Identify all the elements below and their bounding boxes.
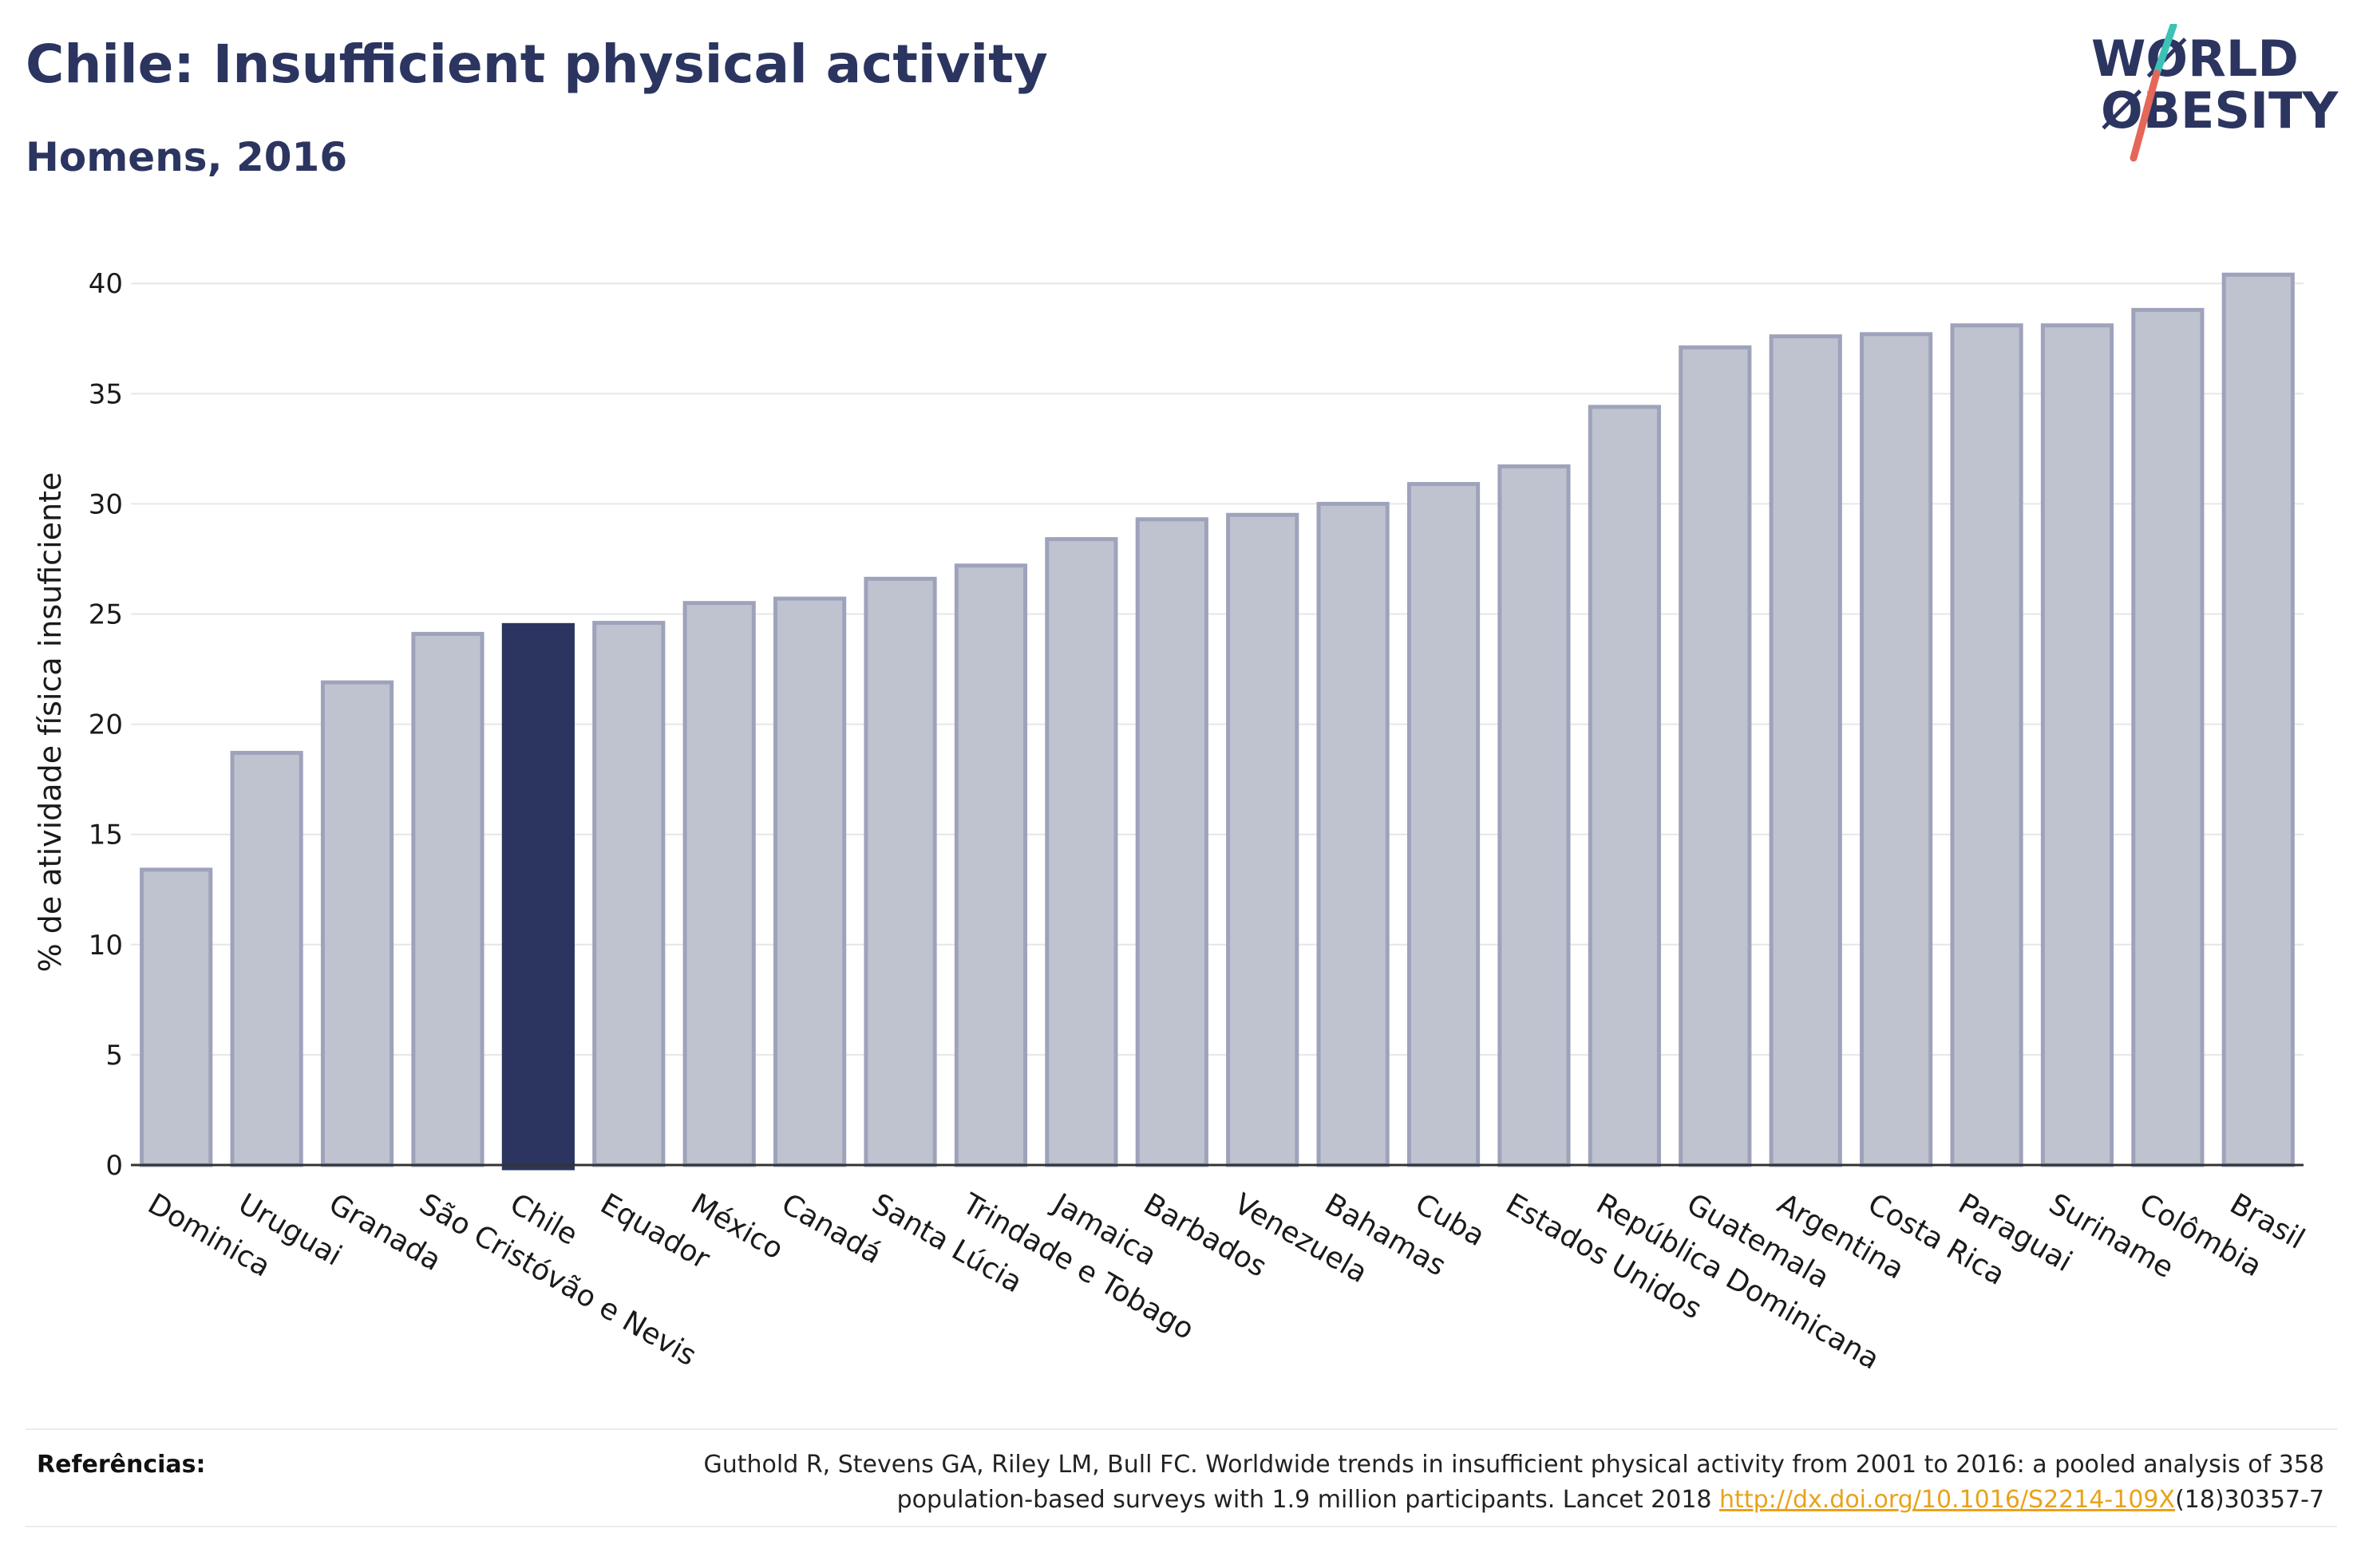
y-tick-label: 25	[89, 599, 123, 631]
reference-line-2-pre: population-based surveys with 1.9 millio…	[896, 1486, 1720, 1514]
logo-text-world: WØRLD	[2091, 30, 2299, 88]
y-tick-label: 35	[89, 378, 123, 410]
bar-venezuela	[1226, 512, 1299, 1167]
bar-col-mbia	[2131, 307, 2205, 1167]
bar-m-xico	[682, 601, 756, 1167]
logo-slash-bottom	[2130, 69, 2161, 162]
y-tick-label: 5	[105, 1040, 123, 1072]
doi-link[interactable]: http://dx.doi.org/10.1016/S2214-109X	[1719, 1486, 2176, 1514]
bar-estados-unidos	[1497, 464, 1571, 1167]
y-tick-label: 0	[105, 1150, 123, 1182]
y-tick-labels: 0 5 10 15 20 25 30 35 40	[89, 268, 123, 1182]
x-tick-label: Canadá	[776, 1187, 887, 1270]
chart-subtitle: Homens, 2016	[26, 134, 348, 180]
bar-suriname	[2040, 323, 2114, 1167]
bar-trindade-e-tobago	[954, 563, 1028, 1167]
bar-canad-	[773, 596, 847, 1167]
bar-argentina	[1769, 334, 1842, 1167]
reference-line-1: Guthold R, Stevens GA, Riley LM, Bull FC…	[703, 1451, 2324, 1479]
chart-title: Chile: Insufficient physical activity	[26, 34, 1048, 95]
bars	[140, 272, 2295, 1171]
footer-divider-bottom	[26, 1526, 2337, 1527]
bar-paraguai	[1950, 323, 2023, 1167]
y-tick-label: 15	[89, 820, 123, 851]
references-label: Referências:	[37, 1451, 206, 1479]
bar-s-o-crist-v-o-e-nevis	[411, 631, 484, 1167]
bar-bahamas	[1316, 501, 1390, 1167]
bar-chart: 0 5 10 15 20 25 30 35 40 DominicaUruguaiGranadaS…	[33, 268, 2310, 1376]
y-tick-label: 10	[89, 930, 123, 962]
bar-jamaica	[1045, 537, 1118, 1167]
y-tick-label: 40	[89, 268, 123, 300]
logo-slash-top	[2153, 22, 2177, 77]
bar-granada	[320, 680, 394, 1167]
bar-equador	[592, 621, 666, 1167]
bar-cuba	[1406, 482, 1481, 1167]
bar-rep-blica-dominicana	[1588, 405, 1661, 1167]
bar-brasil	[2221, 272, 2295, 1167]
references-text: Guthold R, Stevens GA, Riley LM, Bull FC…	[568, 1448, 2324, 1518]
bar-dominica	[140, 867, 213, 1167]
bar-santa-l-cia	[864, 576, 937, 1167]
bar-uruguai	[230, 751, 303, 1167]
bar-barbados	[1135, 517, 1208, 1167]
y-axis-title: % de atividade física insuficiente	[33, 472, 68, 973]
bar-chile	[501, 622, 575, 1171]
footer-divider-top	[26, 1428, 2337, 1430]
world-obesity-logo: WØRLD ØBESITY	[2075, 22, 2347, 176]
grid-lines	[131, 282, 2304, 1056]
bar-costa-rica	[1860, 332, 1933, 1167]
y-tick-label: 30	[89, 488, 123, 520]
reference-line-2-post: (18)30357-7	[2175, 1486, 2324, 1514]
y-tick-label: 20	[89, 709, 123, 741]
bar-guatemala	[1679, 345, 1752, 1167]
